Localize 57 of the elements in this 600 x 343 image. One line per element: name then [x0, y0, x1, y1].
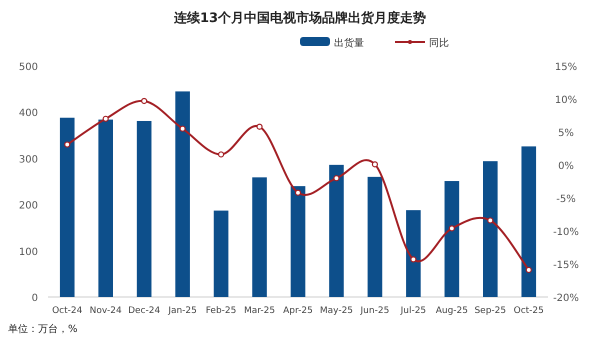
point	[141, 98, 148, 104]
x-tick-label: Jan-25	[167, 306, 197, 316]
y-tick-label: 100	[18, 246, 38, 258]
x-tick-label: Apr-25	[283, 306, 313, 316]
y2-tick-label: 10%	[554, 95, 578, 106]
legend-label: 同比	[429, 37, 449, 49]
point	[333, 175, 340, 182]
point	[64, 141, 70, 148]
point	[372, 161, 378, 168]
x-tick-label: Oct-25	[514, 306, 544, 316]
point	[487, 217, 494, 224]
point	[448, 225, 455, 232]
bar	[214, 210, 228, 297]
bar	[368, 176, 382, 297]
y2-tick-label: -5%	[556, 194, 576, 205]
bar	[290, 186, 306, 297]
x-tick-label: Mar-25	[244, 306, 276, 316]
y-tick-label: 200	[18, 200, 38, 212]
x-tick-label: Jun-25	[360, 306, 390, 316]
x-tick-label: Jul-25	[400, 306, 426, 316]
x-tick-label: Nov-24	[90, 306, 122, 316]
y-tick-label: 300	[18, 154, 38, 166]
bar	[175, 91, 190, 297]
bar	[60, 118, 75, 297]
y2-tick-label: -10%	[553, 227, 579, 238]
y-tick-label: 400	[18, 108, 38, 120]
chart-title: 连续13个月中国电视市场品牌出货月度走势	[172, 10, 426, 26]
point	[256, 124, 263, 130]
point	[410, 256, 416, 262]
point	[526, 266, 532, 274]
legend-label: 出货量	[334, 37, 364, 49]
point	[294, 190, 302, 196]
point	[180, 126, 186, 132]
bar	[98, 120, 113, 297]
point	[218, 151, 224, 158]
text: 单位：万台，%	[8, 323, 78, 335]
bar	[521, 146, 536, 297]
bar	[252, 177, 267, 297]
y2-tick-label: 0%	[558, 161, 574, 172]
x-tick-label: Aug-25	[436, 306, 468, 316]
x-tick-label: Sep-25	[474, 306, 506, 316]
x-tick-label: May-25	[320, 306, 354, 316]
bar	[136, 120, 152, 297]
point	[102, 116, 109, 122]
x-tick-label: Dec-24	[128, 306, 160, 316]
bar	[444, 181, 460, 297]
y2-tick-label: 5%	[558, 128, 574, 139]
y-tick-label: 500	[18, 62, 38, 73]
bar	[329, 164, 344, 297]
bar	[406, 210, 421, 297]
x-tick-label: Oct-24	[52, 306, 83, 316]
bar	[483, 161, 498, 297]
y2-tick-label: -15%	[553, 260, 579, 271]
y2-tick-label: -20%	[553, 293, 579, 304]
y-tick-label: 0	[32, 293, 38, 304]
x-tick-label: Feb-25	[206, 306, 236, 316]
y2-tick-label: 15%	[554, 62, 578, 73]
